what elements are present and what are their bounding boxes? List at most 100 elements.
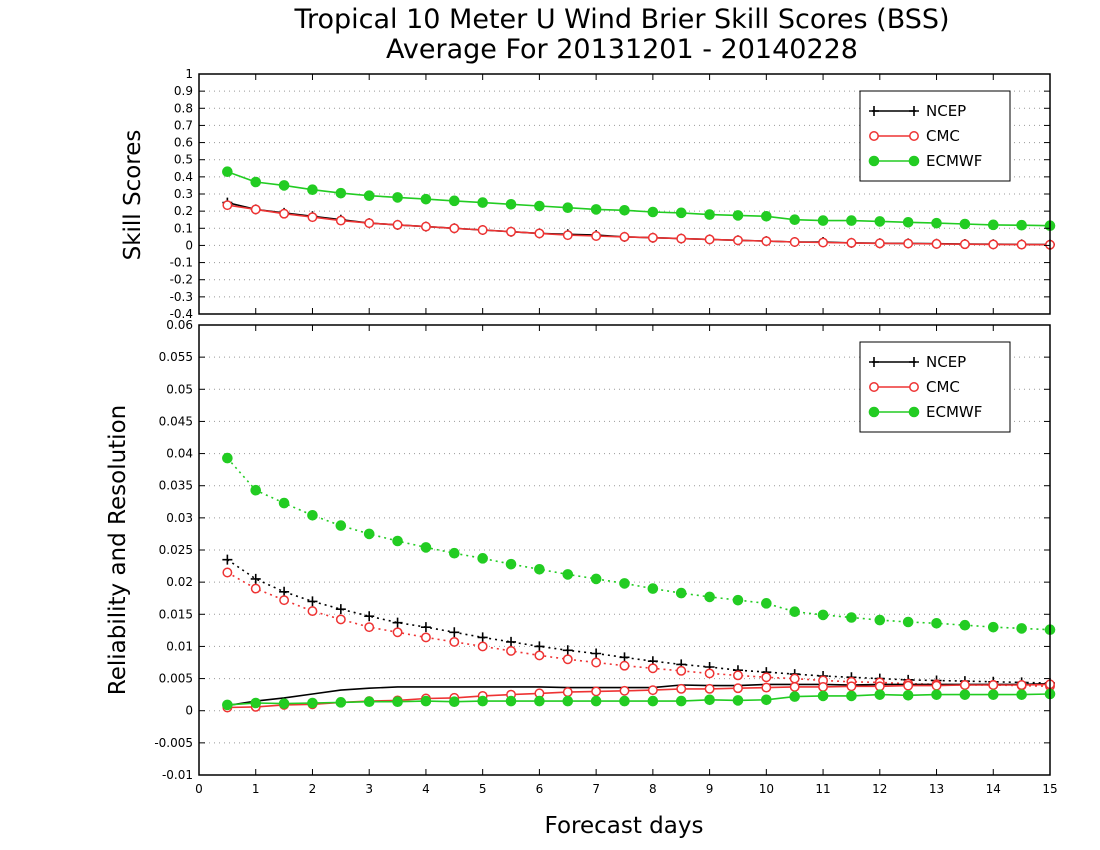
- data-point: [704, 668, 715, 679]
- x-tick-label: 11: [815, 782, 830, 796]
- legend-marker: [909, 106, 919, 116]
- data-point: [619, 652, 630, 663]
- y-tick-label: 0.02: [166, 575, 193, 589]
- data-point: [505, 695, 517, 707]
- data-point: [591, 657, 602, 668]
- data-point: [392, 696, 403, 708]
- data-point: [562, 569, 574, 580]
- legend-marker: [909, 382, 919, 392]
- data-point: [846, 215, 857, 226]
- x-tick-label: 12: [872, 782, 887, 796]
- y-tick-label: 0.5: [174, 153, 193, 167]
- data-point: [987, 621, 999, 633]
- data-point: [449, 636, 460, 647]
- data-point: [846, 612, 857, 623]
- data-point: [988, 680, 999, 690]
- data-point: [591, 648, 602, 659]
- data-point: [449, 547, 460, 559]
- data-point: [789, 691, 801, 702]
- y-tick-label: 0.05: [166, 382, 193, 396]
- data-point: [222, 699, 233, 711]
- series-line: [227, 571, 1051, 688]
- data-point: [307, 184, 318, 196]
- x-tick-label: 8: [649, 782, 657, 796]
- y-tick-label: -0.4: [170, 307, 193, 321]
- data-point: [420, 221, 431, 232]
- legend-marker: [868, 155, 880, 167]
- data-point: [817, 609, 829, 621]
- data-point: [789, 673, 800, 684]
- reliability-resolution-panel: 0.060.0550.050.0450.040.0350.030.0250.02…: [105, 318, 1058, 839]
- data-point: [704, 234, 715, 245]
- data-point: [307, 509, 318, 521]
- data-point: [987, 689, 999, 700]
- data-point: [534, 563, 545, 575]
- data-point: [250, 176, 262, 188]
- data-point: [789, 606, 801, 618]
- data-point: [364, 611, 375, 622]
- data-point: [818, 681, 829, 692]
- data-point: [619, 204, 630, 216]
- data-point: [363, 528, 375, 540]
- data-point: [959, 689, 971, 700]
- data-point: [279, 586, 290, 597]
- data-point: [959, 239, 970, 250]
- y-tick-label: -0.3: [170, 290, 193, 304]
- data-point: [392, 219, 403, 230]
- data-point: [817, 215, 829, 226]
- legend-label: ECMWF: [926, 152, 982, 170]
- data-point: [732, 594, 744, 606]
- data-point: [874, 216, 886, 227]
- series-cmc: [222, 200, 1055, 250]
- data-point: [392, 535, 403, 547]
- data-point: [647, 685, 658, 696]
- y-tick-label: 0.035: [159, 479, 193, 493]
- data-point: [902, 689, 914, 701]
- data-point: [619, 685, 630, 696]
- y-tick-label: 1: [185, 67, 193, 81]
- data-point: [761, 236, 772, 247]
- bottom-series: [222, 452, 1056, 713]
- data-point: [222, 554, 233, 565]
- data-point: [619, 660, 630, 671]
- bottom-legend: NCEP CMC ECMWF: [859, 341, 1011, 433]
- data-point: [846, 690, 857, 702]
- data-point: [789, 237, 800, 247]
- data-point: [534, 228, 545, 239]
- data-point: [534, 641, 545, 652]
- data-point: [250, 484, 262, 496]
- series-line: [226, 457, 1051, 631]
- data-point: [647, 206, 659, 218]
- data-point: [647, 663, 658, 674]
- y-tick-label: 0.6: [174, 136, 193, 150]
- data-point: [619, 695, 630, 707]
- data-point: [562, 695, 574, 707]
- data-point: [335, 187, 347, 199]
- y-tick-label: 0.045: [159, 414, 193, 428]
- data-point: [675, 695, 687, 707]
- data-point: [761, 598, 772, 609]
- legend-item-ncep: NCEP: [869, 102, 966, 120]
- data-point: [562, 202, 574, 214]
- data-point: [534, 695, 545, 707]
- data-point: [506, 645, 516, 656]
- data-point: [363, 190, 375, 202]
- data-point: [590, 204, 602, 215]
- legend-marker: [869, 106, 879, 116]
- data-point: [675, 587, 687, 599]
- data-point: [363, 696, 375, 708]
- data-point: [562, 645, 573, 656]
- data-point: [874, 689, 886, 700]
- x-tick-label: 2: [309, 782, 317, 796]
- data-point: [364, 218, 375, 229]
- data-point: [704, 694, 715, 706]
- data-point: [874, 614, 886, 626]
- data-point: [307, 596, 318, 607]
- top-y-axis-label: Skill Scores: [120, 130, 146, 261]
- data-point: [988, 239, 999, 250]
- legend-item-cmc: CMC: [869, 127, 960, 145]
- y-tick-label: 0.04: [166, 447, 193, 461]
- y-tick-label: 0.9: [174, 84, 193, 98]
- data-point: [364, 622, 375, 633]
- data-point: [477, 695, 488, 707]
